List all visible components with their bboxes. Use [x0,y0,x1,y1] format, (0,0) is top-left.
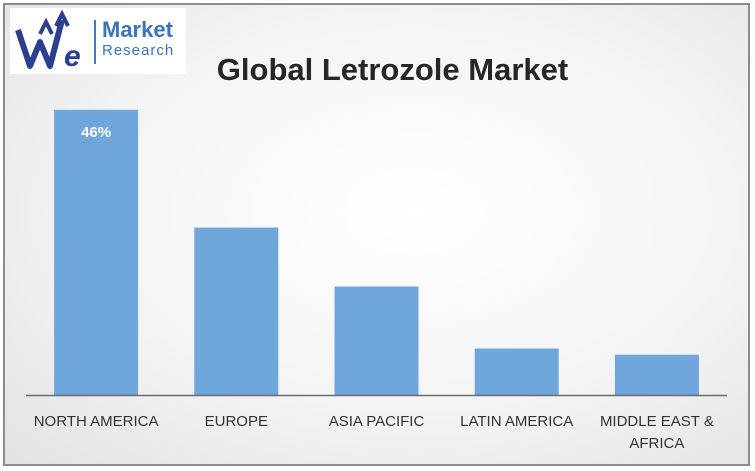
logo-line-2: Research [102,42,175,59]
logo-divider [94,20,96,64]
bar-3 [474,348,559,395]
x-tick-label-2: ASIA PACIFIC [329,413,425,430]
x-tick-label-4: MIDDLE EAST & [600,413,714,430]
logo-line-1: Market [102,17,173,42]
svg-text:e: e [64,40,81,73]
x-tick-label-1: EUROPE [205,413,268,430]
chart-title: Global Letrozole Market [216,52,569,87]
logo-wordmark: Market Research [102,18,174,60]
x-tick-label-3: LATIN AMERICA [460,413,573,430]
brand-logo: e Market Research [10,8,186,74]
data-label-0: 46% [81,124,111,141]
logo-mark-icon: e [15,9,81,73]
bar-0 [54,109,139,396]
bar-1 [194,227,279,395]
bar-4 [614,354,699,395]
x-tick-label-4-line-1: AFRICA [629,435,684,452]
bar-2 [334,286,419,395]
x-tick-label-0: NORTH AMERICA [34,413,159,430]
